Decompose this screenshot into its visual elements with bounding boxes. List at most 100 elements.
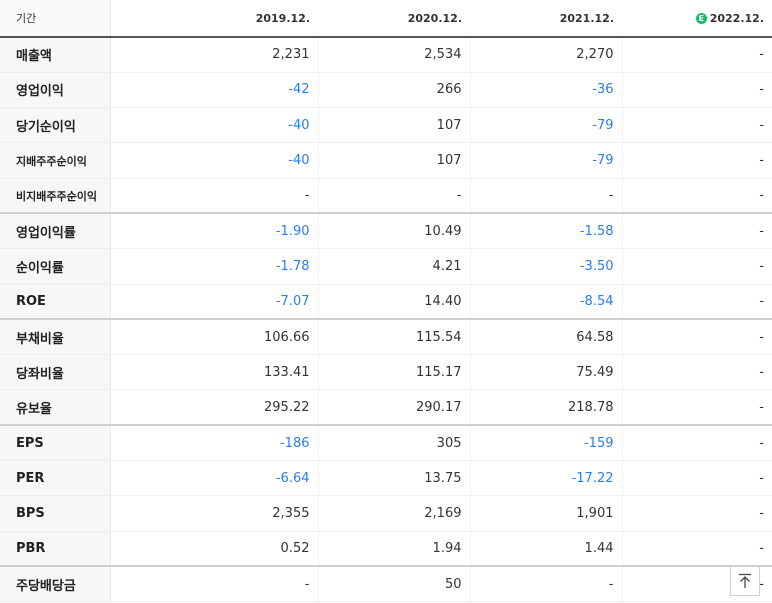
row-value: 133.41 <box>110 354 319 391</box>
row-value: 2,270 <box>470 37 623 73</box>
table-row: 유보율 295.22 290.17 218.78- <box>0 389 772 426</box>
scroll-to-top-button[interactable] <box>730 566 760 596</box>
table-row: ROE -7.07 14.40 -8.54- <box>0 284 772 320</box>
table-row: 비지배주주순이익 - - - - <box>0 178 772 214</box>
row-value: -1.78 <box>110 248 319 285</box>
row-value: - <box>622 389 772 426</box>
table-row: 매출액 2,231 2,534 2,270- <box>0 37 772 73</box>
row-value: 2,355 <box>110 495 319 532</box>
row-value: -8.54 <box>470 284 623 320</box>
row-value: 106.66 <box>110 318 319 356</box>
row-value: 107 <box>318 107 471 144</box>
table-row: PBR 0.52 1.94 1.44- <box>0 531 772 567</box>
row-value: 107 <box>318 142 471 179</box>
row-label: 부채비율 <box>0 318 111 356</box>
arrow-up-to-top-icon <box>739 573 751 588</box>
period-header-2019: 2019.12. <box>110 0 318 38</box>
row-value: - <box>622 107 772 144</box>
row-value: -1.58 <box>470 212 623 250</box>
row-value: - <box>622 248 772 285</box>
row-value: 1.44 <box>470 531 623 567</box>
row-value: 4.21 <box>318 248 471 285</box>
row-value: - <box>622 495 772 532</box>
table-row: 당좌비율 133.41 115.17 75.49- <box>0 354 772 391</box>
row-value: - <box>622 460 772 497</box>
row-value: - <box>622 284 772 320</box>
row-value: -7.07 <box>110 284 319 320</box>
table-row: 당기순이익 -40 107 -79- <box>0 107 772 144</box>
row-value: 115.17 <box>318 354 471 391</box>
row-value: -40 <box>110 107 319 144</box>
row-label: EPS <box>0 424 111 462</box>
row-value: - <box>622 212 772 250</box>
row-label: 당좌비율 <box>0 354 111 391</box>
row-value: 14.40 <box>318 284 471 320</box>
row-value: -3.50 <box>470 248 623 285</box>
row-value: 290.17 <box>318 389 471 426</box>
row-value: -17.22 <box>470 460 623 497</box>
row-value: - <box>470 565 623 603</box>
table-row: 부채비율 106.66 115.54 64.58- <box>0 318 772 356</box>
period-header-label: 기간 <box>0 0 111 38</box>
row-label: ROE <box>0 284 111 320</box>
table-row: 주당배당금 -50- - <box>0 565 772 603</box>
row-value: 2,231 <box>110 37 319 73</box>
row-label: 비지배주주순이익 <box>0 178 111 214</box>
row-value: - <box>110 178 319 214</box>
table-row: BPS 2,355 2,169 1,901- <box>0 495 772 532</box>
row-value: - <box>622 318 772 356</box>
estimate-badge-icon: E <box>695 12 707 24</box>
row-value: 75.49 <box>470 354 623 391</box>
row-value: 295.22 <box>110 389 319 426</box>
row-value: - <box>622 424 772 462</box>
row-value: -42 <box>110 72 319 109</box>
row-value: -79 <box>470 142 623 179</box>
table-row: EPS -186 305 -159- <box>0 424 772 462</box>
row-value: - <box>470 178 623 214</box>
row-value: 2,534 <box>318 37 471 73</box>
row-value: - <box>622 72 772 109</box>
row-value: 50 <box>318 565 471 603</box>
row-value: -159 <box>470 424 623 462</box>
row-value: 2,169 <box>318 495 471 532</box>
row-label: 영업이익률 <box>0 212 111 250</box>
row-value: -1.90 <box>110 212 319 250</box>
row-value: 266 <box>318 72 471 109</box>
table-row: PER -6.64 13.75 -17.22- <box>0 460 772 497</box>
row-value: 10.49 <box>318 212 471 250</box>
row-label: BPS <box>0 495 111 532</box>
row-value: - <box>110 565 319 603</box>
row-value: - <box>622 354 772 391</box>
row-value: - <box>622 142 772 179</box>
row-value: 218.78 <box>470 389 623 426</box>
row-value: - <box>622 178 772 214</box>
row-value: - <box>318 178 471 214</box>
row-value: - <box>622 37 772 73</box>
row-label: PER <box>0 460 111 497</box>
row-value: 64.58 <box>470 318 623 356</box>
row-value: 13.75 <box>318 460 471 497</box>
row-value: 1.94 <box>318 531 471 567</box>
table-row: 영업이익률 -1.90 10.49 -1.58- <box>0 212 772 250</box>
row-label: 지배주주순이익 <box>0 142 111 179</box>
period-header-2021: 2021.12. <box>470 0 622 38</box>
table-row: 순이익률 -1.78 4.21 -3.50- <box>0 248 772 285</box>
row-value: 0.52 <box>110 531 319 567</box>
row-value: 1,901 <box>470 495 623 532</box>
period-header-2020: 2020.12. <box>318 0 470 38</box>
row-value: -186 <box>110 424 319 462</box>
row-label: 영업이익 <box>0 72 111 109</box>
row-value: - <box>622 531 772 567</box>
row-value: 115.54 <box>318 318 471 356</box>
table-header-row: 기간 2019.12. 2020.12. 2021.12. E 2022.12. <box>0 0 772 38</box>
row-label: 매출액 <box>0 37 111 73</box>
row-value: -36 <box>470 72 623 109</box>
row-value: -79 <box>470 107 623 144</box>
row-label: 당기순이익 <box>0 107 111 144</box>
row-label: 유보율 <box>0 389 111 426</box>
row-value: 305 <box>318 424 471 462</box>
table-row: 영업이익 -42 266 -36- <box>0 72 772 109</box>
row-value: -6.64 <box>110 460 319 497</box>
table-row: 지배주주순이익 -40 107 -79- <box>0 142 772 179</box>
